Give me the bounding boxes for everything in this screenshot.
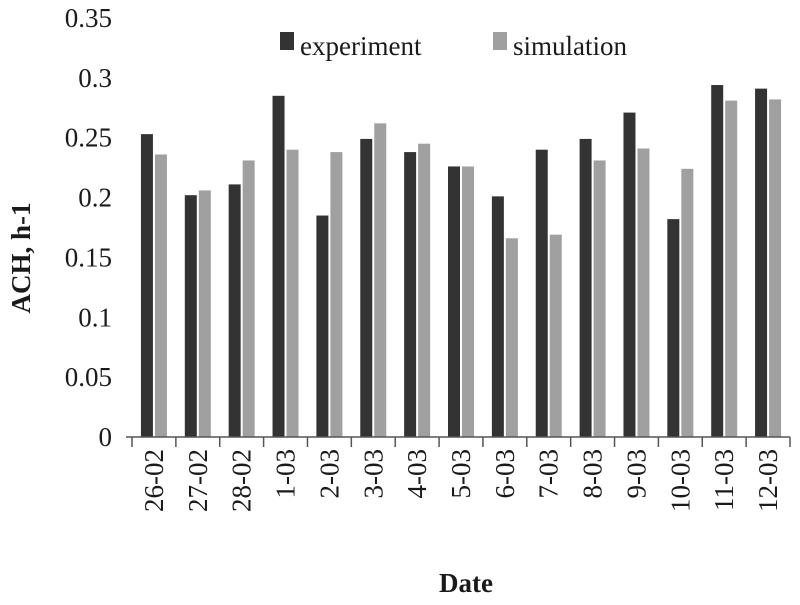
y-tick-label: 0.25 — [65, 123, 112, 153]
bar-experiment-1-03 — [272, 95, 285, 438]
bar-simulation-8-03 — [593, 160, 606, 437]
bar-experiment-26-02 — [140, 134, 153, 437]
bar-simulation-6-03 — [505, 238, 518, 437]
x-tick-label: 6-03 — [490, 449, 520, 499]
bar-simulation-26-02 — [154, 154, 167, 437]
legend-swatch-experiment — [280, 32, 294, 50]
bar-experiment-12-03 — [755, 88, 768, 437]
bar-simulation-5-03 — [462, 166, 474, 437]
x-tick-label: 9-03 — [621, 449, 651, 499]
y-tick-label: 0.3 — [78, 63, 112, 93]
bar-experiment-6-03 — [491, 196, 504, 437]
bar-simulation-10-03 — [681, 168, 694, 437]
bar-experiment-8-03 — [579, 138, 592, 437]
x-tick-label: 28-02 — [227, 449, 257, 512]
bar-experiment-10-03 — [667, 219, 680, 437]
bar-simulation-27-02 — [198, 190, 211, 437]
bar-experiment-9-03 — [623, 112, 636, 438]
bar-experiment-4-03 — [404, 152, 417, 437]
x-tick-label: 27-02 — [183, 449, 213, 512]
bar-experiment-28-02 — [228, 184, 241, 437]
bar-experiment-5-03 — [448, 166, 460, 437]
bars — [140, 85, 782, 438]
x-tick-label: 2-03 — [314, 449, 344, 499]
bar-simulation-11-03 — [725, 100, 738, 438]
bar-experiment-11-03 — [711, 85, 724, 437]
bar-simulation-2-03 — [330, 152, 343, 437]
x-tick-label: 5-03 — [446, 449, 476, 499]
y-axis-ticks: 0 0.05 0.1 0.15 0.2 0.25 0.3 0.35 — [65, 3, 112, 452]
x-tick-label: 26-02 — [139, 449, 169, 512]
y-tick-label: 0.2 — [78, 183, 112, 213]
legend: experiment simulation — [280, 31, 627, 61]
y-axis-title: ACH, h-1 — [6, 202, 36, 313]
bar-simulation-12-03 — [769, 99, 782, 438]
x-tick-label: 4-03 — [402, 449, 432, 499]
bar-simulation-3-03 — [374, 123, 387, 437]
x-axis-title: Date — [439, 568, 493, 598]
x-tick-label: 3-03 — [358, 449, 388, 499]
bar-experiment-2-03 — [316, 215, 329, 437]
x-tick-label: 8-03 — [578, 449, 608, 499]
x-tick-label: 12-03 — [753, 449, 783, 512]
x-tick-label: 1-03 — [271, 449, 301, 499]
bar-simulation-28-02 — [242, 160, 255, 437]
bar-simulation-4-03 — [418, 143, 431, 437]
y-tick-label: 0.35 — [65, 3, 112, 33]
bar-experiment-27-02 — [184, 195, 197, 437]
x-tick-label: 11-03 — [709, 449, 739, 511]
x-axis-ticks: 26-02 27-02 28-02 1-03 2-03 3-03 4-03 5-03 6-03 7… — [131, 437, 791, 512]
y-tick-label: 0.1 — [78, 302, 112, 332]
legend-label-experiment: experiment — [300, 31, 422, 61]
y-tick-label: 0 — [99, 422, 113, 452]
y-tick-label: 0.15 — [65, 242, 112, 272]
bar-experiment-3-03 — [360, 138, 373, 437]
legend-swatch-simulation — [493, 32, 507, 50]
y-tick-label: 0.05 — [65, 362, 112, 392]
x-tick-label: 7-03 — [534, 449, 564, 499]
x-tick-label: 10-03 — [665, 449, 695, 512]
bar-experiment-7-03 — [535, 149, 548, 437]
bar-simulation-1-03 — [286, 149, 299, 437]
legend-label-simulation: simulation — [513, 31, 627, 61]
bar-simulation-7-03 — [549, 234, 562, 437]
bar-simulation-9-03 — [637, 148, 650, 437]
